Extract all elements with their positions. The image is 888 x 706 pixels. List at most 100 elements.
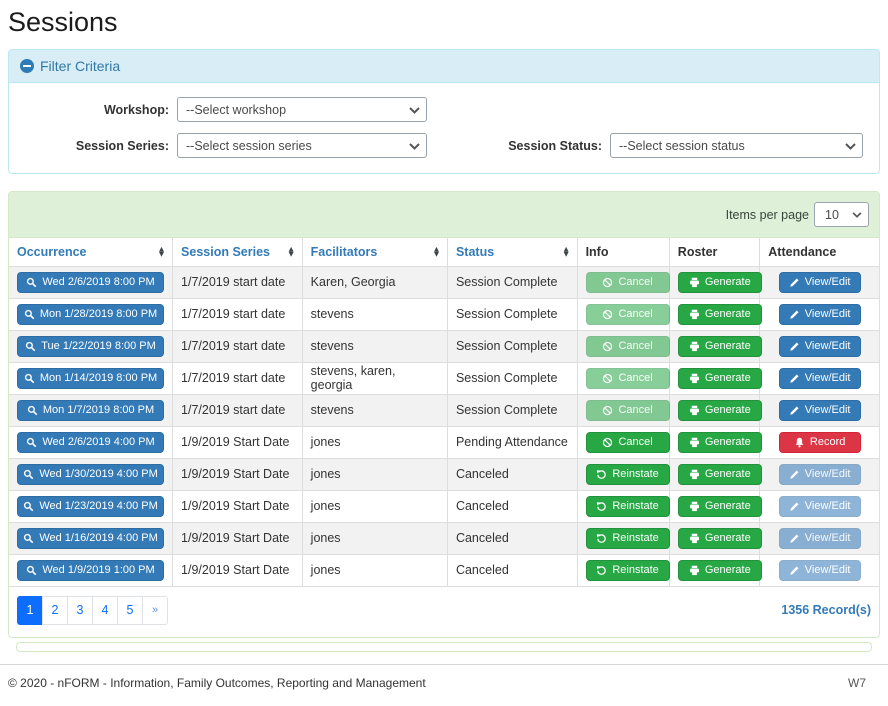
- attendance-view-edit-button[interactable]: View/Edit: [779, 304, 861, 325]
- collapse-minus-icon: [20, 59, 34, 73]
- roster-generate-button[interactable]: Generate: [678, 336, 762, 357]
- pencil-icon: [789, 405, 800, 416]
- search-icon: [26, 437, 37, 448]
- occurrence-button[interactable]: Wed 1/9/2019 1:00 PM: [17, 560, 164, 581]
- table-header-row: Occurrence▲▼Session Series▲▼Facilitators…: [9, 238, 879, 266]
- page-2-button[interactable]: 2: [42, 596, 68, 625]
- session-series-select[interactable]: --Select session series: [177, 133, 427, 158]
- roster-generate-button[interactable]: Generate: [678, 304, 762, 325]
- page-1-button[interactable]: 1: [17, 596, 43, 625]
- sort-icon: ▲▼: [289, 247, 294, 257]
- occurrence-button[interactable]: Wed 2/6/2019 4:00 PM: [17, 432, 164, 453]
- info-cancel-button[interactable]: Cancel: [586, 432, 670, 453]
- sort-icon: ▲▼: [434, 247, 439, 257]
- ban-icon: [602, 405, 613, 416]
- facilitators-cell: stevens: [302, 394, 447, 426]
- status-cell: Session Complete: [447, 266, 577, 298]
- filter-panel: Filter Criteria Workshop: --Select works…: [8, 49, 880, 174]
- facilitators-cell: jones: [302, 458, 447, 490]
- search-icon: [23, 533, 34, 544]
- attendance-view-edit-button: View/Edit: [779, 464, 861, 485]
- session-row: Wed 1/30/2019 4:00 PM 1/9/2019 Start Date…: [9, 458, 879, 490]
- roster-generate-button[interactable]: Generate: [678, 368, 762, 389]
- occurrence-button[interactable]: Mon 1/14/2019 8:00 PM: [17, 368, 164, 389]
- pencil-icon: [789, 469, 800, 480]
- roster-generate-button[interactable]: Generate: [678, 432, 762, 453]
- facilitators-cell: jones: [302, 426, 447, 458]
- search-icon: [23, 469, 34, 480]
- info-reinstate-button[interactable]: Reinstate: [586, 560, 670, 581]
- info-reinstate-button[interactable]: Reinstate: [586, 496, 670, 517]
- occurrence-button[interactable]: Tue 1/22/2019 8:00 PM: [17, 336, 164, 357]
- occurrence-button[interactable]: Wed 1/16/2019 4:00 PM: [17, 528, 164, 549]
- items-per-page-label: Items per page: [726, 208, 809, 222]
- attendance-view-edit-button[interactable]: View/Edit: [779, 400, 861, 421]
- info-reinstate-button[interactable]: Reinstate: [586, 528, 670, 549]
- pencil-icon: [789, 277, 800, 288]
- printer-icon: [689, 565, 700, 576]
- workshop-select[interactable]: --Select workshop: [177, 97, 427, 122]
- status-cell: Session Complete: [447, 362, 577, 394]
- attendance-view-edit-button[interactable]: View/Edit: [779, 272, 861, 293]
- roster-generate-button[interactable]: Generate: [678, 560, 762, 581]
- occurrence-button[interactable]: Wed 2/6/2019 8:00 PM: [17, 272, 164, 293]
- footer-copyright: © 2020 - nFORM - Information, Family Out…: [8, 676, 426, 690]
- search-icon: [26, 565, 37, 576]
- roster-generate-button[interactable]: Generate: [678, 496, 762, 517]
- items-per-page-select[interactable]: 10: [814, 202, 869, 227]
- filter-panel-header[interactable]: Filter Criteria: [9, 50, 879, 83]
- sessions-panel: Items per page 10 Occurrence▲▼Session Se…: [8, 191, 880, 638]
- status-cell: Session Complete: [447, 298, 577, 330]
- search-icon: [24, 309, 35, 320]
- printer-icon: [689, 533, 700, 544]
- column-header-info: Info: [577, 238, 669, 266]
- pagination-bar: 12345» 1356 Record(s): [9, 587, 879, 637]
- page-4-button[interactable]: 4: [92, 596, 118, 625]
- ban-icon: [602, 341, 613, 352]
- undo-icon: [596, 469, 607, 480]
- roster-generate-button[interactable]: Generate: [678, 464, 762, 485]
- column-header-facilitators[interactable]: Facilitators▲▼: [302, 238, 447, 266]
- attendance-view-edit-button[interactable]: View/Edit: [779, 336, 861, 357]
- status-cell: Pending Attendance: [447, 426, 577, 458]
- session-row: Wed 1/9/2019 1:00 PM1/9/2019 Start Datej…: [9, 554, 879, 586]
- search-icon: [23, 501, 34, 512]
- occurrence-button[interactable]: Mon 1/28/2019 8:00 PM: [17, 304, 164, 325]
- column-header-session-series[interactable]: Session Series▲▼: [173, 238, 303, 266]
- page-5-button[interactable]: 5: [117, 596, 143, 625]
- session-row: Mon 1/14/2019 8:00 PM1/7/2019 start date…: [9, 362, 879, 394]
- roster-generate-button[interactable]: Generate: [678, 272, 762, 293]
- attendance-record-button[interactable]: Record: [779, 432, 861, 453]
- column-header-roster: Roster: [669, 238, 759, 266]
- panel-footer-strip: [16, 642, 872, 652]
- column-header-occurrence[interactable]: Occurrence▲▼: [9, 238, 173, 266]
- page-title: Sessions: [8, 7, 880, 38]
- pencil-icon: [789, 565, 800, 576]
- session-series-cell: 1/9/2019 Start Date: [173, 522, 303, 554]
- column-header-status[interactable]: Status▲▼: [447, 238, 577, 266]
- search-icon: [27, 405, 38, 416]
- next-page-button[interactable]: »: [142, 596, 168, 625]
- sessions-panel-header: Items per page 10: [9, 192, 879, 238]
- session-series-cell: 1/9/2019 Start Date: [173, 458, 303, 490]
- info-reinstate-button[interactable]: Reinstate: [586, 464, 670, 485]
- session-series-cell: 1/9/2019 Start Date: [173, 554, 303, 586]
- occurrence-button[interactable]: Wed 1/30/2019 4:00 PM: [17, 464, 164, 485]
- session-row: Wed 1/23/2019 4:00 PM1/9/2019 Start Date…: [9, 490, 879, 522]
- session-row: Wed 1/16/2019 4:00 PM 1/9/2019 Start Date…: [9, 522, 879, 554]
- facilitators-cell: jones: [302, 490, 447, 522]
- page-3-button[interactable]: 3: [67, 596, 93, 625]
- roster-generate-button[interactable]: Generate: [678, 528, 762, 549]
- occurrence-button[interactable]: Wed 1/23/2019 4:00 PM: [17, 496, 164, 517]
- search-icon: [26, 277, 37, 288]
- roster-generate-button[interactable]: Generate: [678, 400, 762, 421]
- status-cell: Canceled: [447, 490, 577, 522]
- status-cell: Canceled: [447, 554, 577, 586]
- facilitators-cell: jones: [302, 522, 447, 554]
- session-status-select[interactable]: --Select session status: [610, 133, 863, 158]
- attendance-view-edit-button[interactable]: View/Edit: [779, 368, 861, 389]
- attendance-view-edit-button: View/Edit: [779, 496, 861, 517]
- site-footer: © 2020 - nFORM - Information, Family Out…: [0, 664, 888, 690]
- occurrence-button[interactable]: Mon 1/7/2019 8:00 PM: [17, 400, 164, 421]
- printer-icon: [689, 405, 700, 416]
